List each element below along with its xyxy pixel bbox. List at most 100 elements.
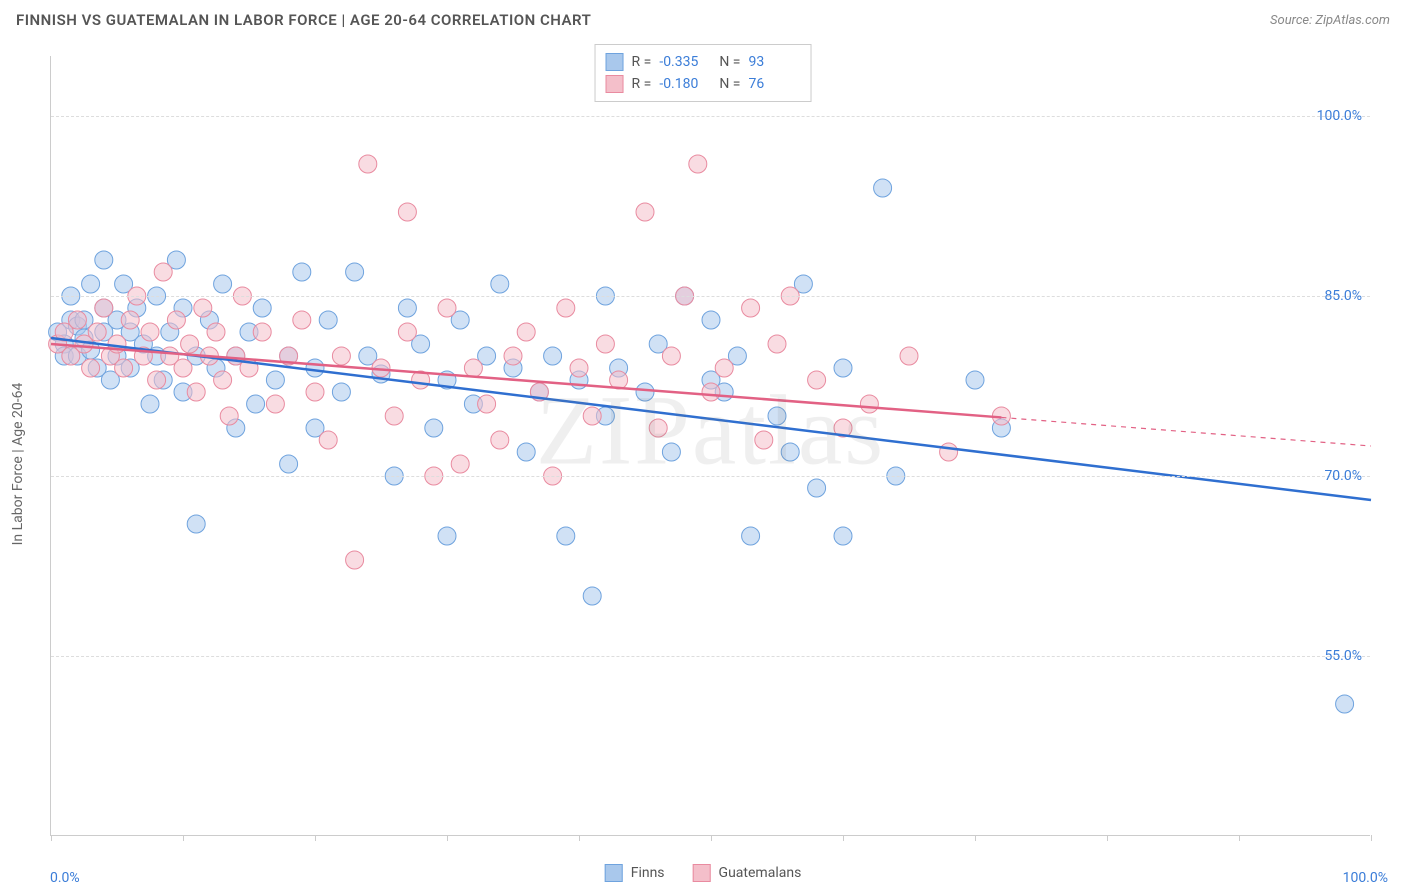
trend-line — [51, 344, 1001, 417]
data-point — [115, 359, 133, 377]
data-point — [583, 407, 601, 425]
data-point — [214, 275, 232, 293]
data-point — [662, 347, 680, 365]
r-label: R = — [632, 54, 652, 70]
data-point — [834, 359, 852, 377]
data-point — [88, 323, 106, 341]
x-tick — [843, 835, 844, 841]
data-point — [346, 551, 364, 569]
data-point — [253, 323, 271, 341]
gridline — [51, 656, 1370, 657]
data-point — [398, 323, 416, 341]
x-tick — [1371, 835, 1372, 841]
data-point — [464, 359, 482, 377]
data-point — [319, 431, 337, 449]
gridline — [51, 116, 1370, 117]
plot-svg — [51, 56, 1370, 835]
data-point — [220, 407, 238, 425]
data-point — [874, 179, 892, 197]
legend-swatch — [605, 864, 623, 882]
data-point — [742, 299, 760, 317]
y-tick-label: 100.0% — [1317, 108, 1362, 124]
legend-item: Finns — [605, 864, 665, 882]
data-point — [808, 371, 826, 389]
data-point — [478, 395, 496, 413]
trend-line-extrapolated — [1001, 417, 1371, 446]
data-point — [306, 359, 324, 377]
data-point — [214, 371, 232, 389]
data-point — [319, 311, 337, 329]
data-point — [517, 443, 535, 461]
data-point — [174, 359, 192, 377]
data-point — [385, 407, 403, 425]
x-tick — [975, 835, 976, 841]
legend-label: Guatemalans — [719, 865, 802, 881]
data-point — [900, 347, 918, 365]
data-point — [636, 383, 654, 401]
chart-title: FINNISH VS GUATEMALAN IN LABOR FORCE | A… — [16, 11, 591, 29]
data-point — [768, 407, 786, 425]
x-axis-end-label: 100.0% — [1343, 870, 1388, 886]
data-point — [491, 275, 509, 293]
data-point — [966, 371, 984, 389]
n-value: 76 — [748, 76, 800, 92]
data-point — [332, 383, 350, 401]
data-point — [207, 323, 225, 341]
data-point — [194, 299, 212, 317]
data-point — [517, 323, 535, 341]
data-point — [451, 455, 469, 473]
y-axis-title: In Labor Force | Age 20-64 — [10, 383, 26, 546]
data-point — [82, 359, 100, 377]
data-point — [491, 431, 509, 449]
x-axis-start-label: 0.0% — [50, 870, 80, 886]
legend-stat-row: R =-0.180N =76 — [606, 73, 801, 95]
data-point — [860, 395, 878, 413]
data-point — [253, 299, 271, 317]
data-point — [398, 299, 416, 317]
n-value: 93 — [748, 54, 800, 70]
legend-label: Finns — [631, 865, 665, 881]
gridline — [51, 476, 1370, 477]
x-tick — [711, 835, 712, 841]
y-tick-label: 55.0% — [1324, 648, 1362, 664]
data-point — [768, 335, 786, 353]
data-point — [544, 347, 562, 365]
data-point — [438, 299, 456, 317]
data-point — [702, 383, 720, 401]
data-point — [346, 263, 364, 281]
data-point — [306, 383, 324, 401]
data-point — [141, 323, 159, 341]
data-point — [662, 443, 680, 461]
data-point — [649, 419, 667, 437]
legend-swatch — [693, 864, 711, 882]
y-tick-label: 85.0% — [1324, 288, 1362, 304]
data-point — [141, 395, 159, 413]
n-label: N = — [719, 54, 740, 70]
data-point — [808, 479, 826, 497]
legend-swatch — [606, 75, 624, 93]
data-point — [95, 299, 113, 317]
data-point — [504, 347, 522, 365]
data-point — [148, 371, 166, 389]
data-point — [398, 203, 416, 221]
data-point — [583, 587, 601, 605]
data-point — [689, 155, 707, 173]
x-tick — [579, 835, 580, 841]
legend-correlation-box: R =-0.335N =93R =-0.180N =76 — [595, 44, 812, 102]
legend-swatch — [606, 53, 624, 71]
data-point — [755, 431, 773, 449]
x-tick — [1239, 835, 1240, 841]
data-point — [187, 383, 205, 401]
data-point — [293, 311, 311, 329]
data-point — [715, 359, 733, 377]
data-point — [596, 335, 614, 353]
data-point — [68, 311, 86, 329]
x-tick — [51, 835, 52, 841]
r-label: R = — [632, 76, 652, 92]
y-tick-label: 70.0% — [1324, 468, 1362, 484]
data-point — [280, 455, 298, 473]
data-point — [332, 347, 350, 365]
x-tick — [1107, 835, 1108, 841]
chart-source: Source: ZipAtlas.com — [1270, 13, 1390, 28]
data-point — [940, 443, 958, 461]
